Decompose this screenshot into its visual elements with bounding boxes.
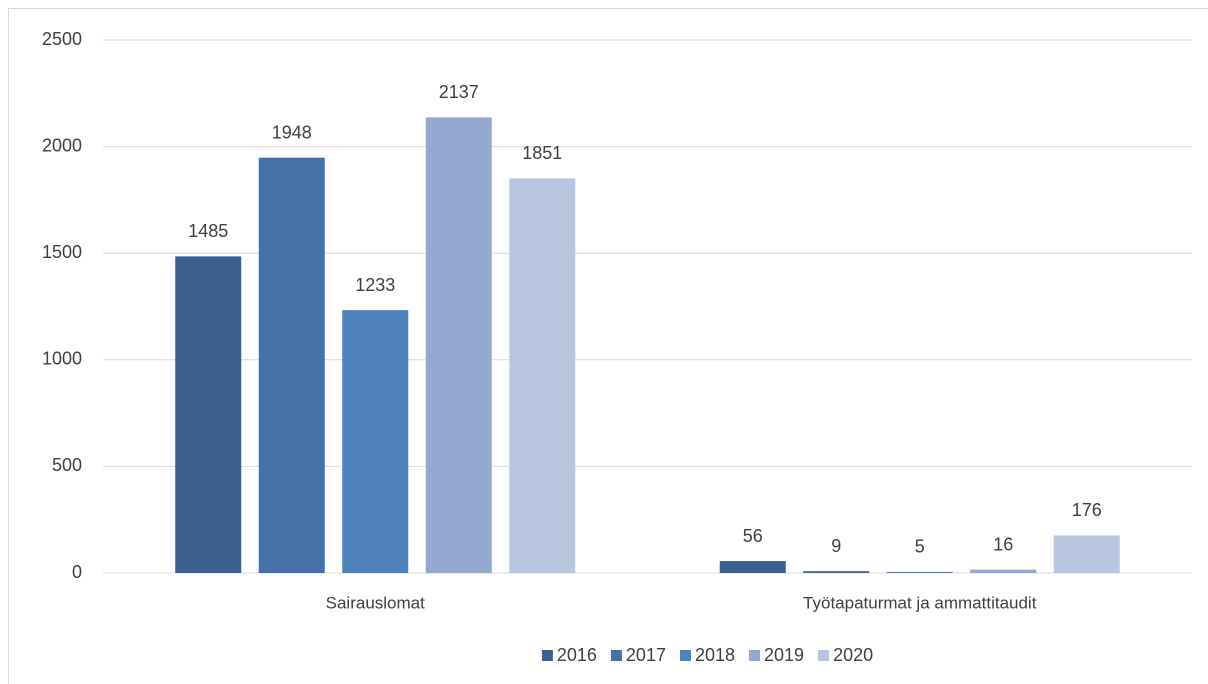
data-label: 1485: [188, 221, 228, 241]
data-label: 1233: [355, 275, 395, 295]
legend-label: 2019: [764, 645, 804, 665]
data-label: 1948: [272, 122, 312, 142]
data-label: 56: [743, 526, 763, 546]
bar: [175, 256, 242, 573]
legend-label: 2017: [626, 645, 666, 665]
y-tick-label: 500: [52, 455, 82, 475]
y-tick-label: 0: [72, 562, 82, 582]
y-tick-label: 2000: [42, 135, 82, 155]
data-label: 176: [1072, 500, 1102, 520]
bar: [509, 178, 576, 573]
legend-label: 2020: [833, 645, 873, 665]
bar: [719, 561, 786, 573]
y-tick-label: 2500: [42, 29, 82, 49]
bar: [1053, 535, 1120, 573]
bar: [803, 571, 870, 573]
data-label: 2137: [439, 82, 479, 102]
bar: [258, 157, 325, 573]
legend-label: 2018: [695, 645, 735, 665]
legend-swatch: [679, 650, 691, 661]
data-label: 16: [993, 534, 1013, 554]
legend-swatch: [749, 650, 761, 661]
legend-label: 2016: [557, 645, 597, 665]
bar: [886, 571, 953, 573]
bar: [970, 569, 1037, 573]
x-tick-label: Työtapaturmat ja ammattitaudit: [803, 593, 1037, 612]
data-label: 1851: [522, 143, 562, 163]
legend-swatch: [818, 650, 830, 661]
legend-swatch: [610, 650, 622, 661]
data-label: 5: [915, 537, 925, 557]
bar: [425, 117, 492, 573]
bar: [342, 310, 409, 573]
y-tick-label: 1000: [42, 349, 82, 369]
y-tick-label: 1500: [42, 242, 82, 262]
legend-swatch: [541, 650, 553, 661]
x-tick-label: Sairauslomat: [326, 593, 425, 612]
data-label: 9: [831, 536, 841, 556]
